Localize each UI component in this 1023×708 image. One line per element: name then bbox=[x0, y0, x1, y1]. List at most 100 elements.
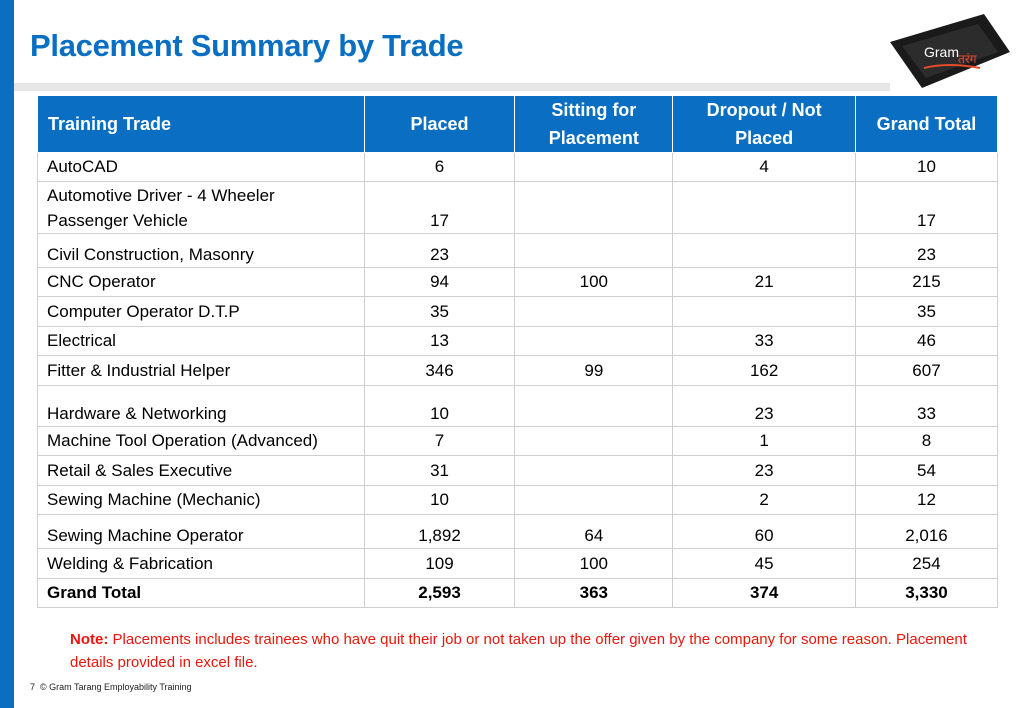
table-row: Civil Construction, Masonry 23 23 bbox=[37, 233, 999, 268]
cell-trade: Sewing Machine (Mechanic) bbox=[37, 485, 365, 515]
cell-dropout: 162 bbox=[672, 355, 856, 386]
cell-placed: 23 bbox=[363, 233, 516, 268]
cell-trade: Retail & Sales Executive bbox=[37, 455, 365, 486]
cell-sitting bbox=[514, 385, 674, 427]
header-placed: Placed bbox=[363, 95, 516, 153]
table-row: Machine Tool Operation (Advanced) 7 1 8 bbox=[37, 426, 999, 456]
page-title: Placement Summary by Trade bbox=[30, 28, 464, 63]
page-footer: 7 © Gram Tarang Employability Training bbox=[30, 682, 192, 692]
cell-total: 215 bbox=[854, 267, 999, 297]
cell-dropout: 4 bbox=[672, 152, 856, 182]
cell-dropout: 45 bbox=[672, 548, 856, 579]
cell-dropout: 2 bbox=[672, 485, 856, 515]
cell-placed: 10 bbox=[363, 485, 516, 515]
cell-trade: Hardware & Networking bbox=[37, 385, 365, 427]
left-accent-bar bbox=[0, 0, 14, 708]
cell-sitting: 363 bbox=[514, 578, 674, 608]
table-row: Computer Operator D.T.P 35 35 bbox=[37, 296, 999, 327]
cell-total: 8 bbox=[854, 426, 999, 456]
cell-trade: Fitter & Industrial Helper bbox=[37, 355, 365, 386]
cell-dropout bbox=[672, 233, 856, 268]
table-row: Sewing Machine (Mechanic) 10 2 12 bbox=[37, 485, 999, 515]
table-row: Automotive Driver - 4 Wheeler Passenger … bbox=[37, 181, 999, 234]
cell-placed: 31 bbox=[363, 455, 516, 486]
placement-table: Training Trade Placed Sitting for Placem… bbox=[37, 95, 999, 608]
cell-sitting: 100 bbox=[514, 548, 674, 579]
cell-total: 2,016 bbox=[854, 514, 999, 549]
gram-tarang-logo: Gram तरंग bbox=[888, 12, 1012, 92]
footer-copyright: © Gram Tarang Employability Training bbox=[40, 682, 192, 692]
cell-sitting: 99 bbox=[514, 355, 674, 386]
cell-sitting bbox=[514, 326, 674, 356]
cell-dropout: 23 bbox=[672, 385, 856, 427]
cell-dropout bbox=[672, 296, 856, 327]
logo-text-hi: तरंग bbox=[958, 52, 977, 66]
cell-total: 54 bbox=[854, 455, 999, 486]
cell-dropout bbox=[672, 181, 856, 234]
cell-placed: 35 bbox=[363, 296, 516, 327]
table-row: CNC Operator 94 100 21 215 bbox=[37, 267, 999, 297]
cell-sitting bbox=[514, 181, 674, 234]
table-row: Welding & Fabrication 109 100 45 254 bbox=[37, 548, 999, 579]
cell-trade: Computer Operator D.T.P bbox=[37, 296, 365, 327]
table-header-row: Training Trade Placed Sitting for Placem… bbox=[37, 95, 999, 153]
cell-dropout: 60 bbox=[672, 514, 856, 549]
table-row: Hardware & Networking 10 23 33 bbox=[37, 385, 999, 427]
cell-placed: 346 bbox=[363, 355, 516, 386]
cell-trade: Sewing Machine Operator bbox=[37, 514, 365, 549]
header-dropout-not-placed: Dropout / Not Placed bbox=[672, 95, 856, 153]
cell-total: 46 bbox=[854, 326, 999, 356]
cell-sitting: 100 bbox=[514, 267, 674, 297]
note-label: Note: bbox=[70, 631, 109, 648]
cell-total: 3,330 bbox=[854, 578, 999, 608]
cell-placed: 1,892 bbox=[363, 514, 516, 549]
cell-sitting: 64 bbox=[514, 514, 674, 549]
cell-dropout: 33 bbox=[672, 326, 856, 356]
cell-placed: 17 bbox=[363, 181, 516, 234]
cell-placed: 6 bbox=[363, 152, 516, 182]
table-row: AutoCAD 6 4 10 bbox=[37, 152, 999, 182]
cell-dropout: 23 bbox=[672, 455, 856, 486]
page-number: 7 bbox=[30, 682, 36, 692]
logo-text-en: Gram bbox=[924, 44, 959, 60]
cell-total: 10 bbox=[854, 152, 999, 182]
cell-placed: 109 bbox=[363, 548, 516, 579]
footnote: Note: Placements includes trainees who h… bbox=[70, 628, 975, 674]
cell-sitting bbox=[514, 455, 674, 486]
cell-sitting bbox=[514, 426, 674, 456]
cell-dropout: 1 bbox=[672, 426, 856, 456]
cell-total: 23 bbox=[854, 233, 999, 268]
table-row: Fitter & Industrial Helper 346 99 162 60… bbox=[37, 355, 999, 386]
grand-total-row: Grand Total 2,593 363 374 3,330 bbox=[37, 578, 999, 608]
cell-dropout: 374 bbox=[672, 578, 856, 608]
title-divider bbox=[14, 83, 890, 91]
cell-trade: Machine Tool Operation (Advanced) bbox=[37, 426, 365, 456]
cell-trade: Civil Construction, Masonry bbox=[37, 233, 365, 268]
cell-trade: AutoCAD bbox=[37, 152, 365, 182]
cell-placed: 2,593 bbox=[363, 578, 516, 608]
cell-trade: Automotive Driver - 4 Wheeler Passenger … bbox=[37, 181, 365, 234]
cell-trade: Electrical bbox=[37, 326, 365, 356]
cell-placed: 10 bbox=[363, 385, 516, 427]
table-row: Sewing Machine Operator 1,892 64 60 2,01… bbox=[37, 514, 999, 549]
cell-sitting bbox=[514, 152, 674, 182]
cell-sitting bbox=[514, 296, 674, 327]
cell-placed: 7 bbox=[363, 426, 516, 456]
cell-sitting bbox=[514, 485, 674, 515]
cell-total: 12 bbox=[854, 485, 999, 515]
cell-total: 254 bbox=[854, 548, 999, 579]
header-sitting-for-placement: Sitting for Placement bbox=[514, 95, 674, 153]
cell-total: 33 bbox=[854, 385, 999, 427]
cell-placed: 94 bbox=[363, 267, 516, 297]
cell-total: 35 bbox=[854, 296, 999, 327]
note-text: Placements includes trainees who have qu… bbox=[70, 631, 967, 671]
cell-sitting bbox=[514, 233, 674, 268]
table-row: Electrical 13 33 46 bbox=[37, 326, 999, 356]
cell-dropout: 21 bbox=[672, 267, 856, 297]
table-row: Retail & Sales Executive 31 23 54 bbox=[37, 455, 999, 486]
header-grand-total: Grand Total bbox=[854, 95, 999, 153]
cell-trade: Grand Total bbox=[37, 578, 365, 608]
header-training-trade: Training Trade bbox=[37, 95, 365, 153]
cell-placed: 13 bbox=[363, 326, 516, 356]
cell-trade: Welding & Fabrication bbox=[37, 548, 365, 579]
